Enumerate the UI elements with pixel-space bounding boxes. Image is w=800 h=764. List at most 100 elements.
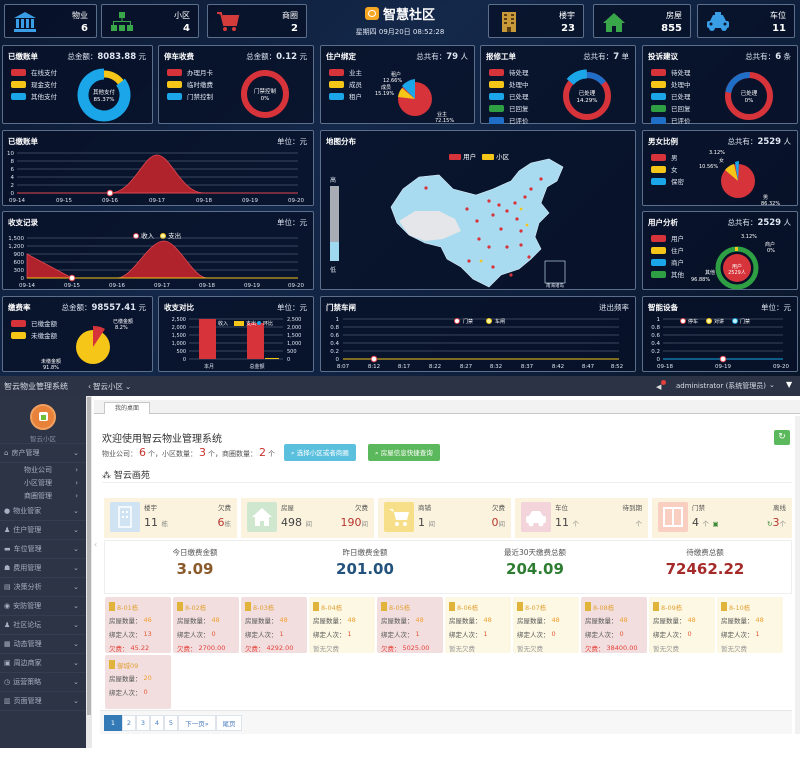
svg-text:15.19%: 15.19% — [375, 91, 394, 97]
sidebar-item-news[interactable]: ▦ 动态管理 ⌄ — [0, 635, 86, 654]
house-icon — [247, 502, 277, 532]
refresh-button[interactable]: ↻ — [774, 430, 790, 445]
stat-card-houses[interactable]: 房屋 498 间 欠费 190间 — [241, 498, 374, 538]
panel-collection-rate: 缴费率 总金额：98557.41 元 已缴金额 未缴金额 已缴金额 8.2% 未… — [2, 296, 153, 372]
building-card[interactable]: 8-10栋 房屋数量： 48 绑定人次： 1 暂无欠费 — [717, 597, 783, 653]
sidebar-item-forum[interactable]: ♟ 社区论坛 ⌄ — [0, 616, 86, 635]
sidebar-item-steward[interactable]: ● 物业管家 ⌄ — [0, 502, 86, 521]
chevron-down-icon: ⌄ — [125, 382, 132, 391]
building-card[interactable]: 8-07栋 房屋数量： 48 绑定人次： 0 暂无欠费 — [513, 597, 579, 653]
stat-card-property[interactable]: 物业 6 — [4, 4, 97, 38]
page-5[interactable]: 5 — [164, 715, 178, 731]
stat-card-building[interactable]: 楼宇 23 — [488, 4, 584, 38]
org-chart-icon — [111, 12, 133, 31]
community-selector[interactable]: ‹ 智云小区 ⌄ — [88, 381, 131, 392]
stat-card-gates[interactable]: 门禁 4 个 ▣ 离线 ↻3个 — [652, 498, 792, 538]
building-card[interactable]: 8-09栋 房屋数量： 48 绑定人次： 0 暂无欠费 — [649, 597, 715, 653]
svg-text:8:52: 8:52 — [611, 364, 623, 370]
shirt-icon[interactable]: ▼ — [786, 380, 793, 389]
stat-card-parking[interactable]: 车位 11 — [697, 4, 795, 38]
sidebar-sub-item-business[interactable]: 商圈管理 › — [24, 491, 78, 500]
building-card[interactable]: 8-03栋 房屋数量： 48 绑定人次： 1 欠费： 4292.00 — [241, 597, 307, 653]
notification-button[interactable]: ◀ — [656, 380, 666, 391]
card-right-label: 欠费 — [492, 504, 505, 512]
legend: 用户 住户 商户 其他 — [651, 232, 684, 280]
visual-map-scale[interactable] — [330, 186, 339, 261]
line-chart: 1 0.8 0.6 0.4 0.2 0 门禁 车闸 8:07 8:12 8:17 8:22 8:27… — [330, 317, 623, 370]
panel-gender-ratio: 男女比例 总共有：2529 人 男 女 保密 3.12% 女 10.56% 男 … — [642, 130, 798, 207]
sidebar-item-operations[interactable]: ◷ 运营策略 ⌄ — [0, 673, 86, 692]
map-legend[interactable]: 用户 小区 — [449, 151, 509, 161]
sidebar-item-parking[interactable]: ▬ 车位管理 ⌄ — [0, 540, 86, 559]
tab-my-desktop[interactable]: 我的桌面 — [104, 402, 151, 414]
svg-text:0: 0 — [336, 357, 340, 363]
building-card[interactable]: 8-04栋 房屋数量： 48 绑定人次： 1 暂无欠费 — [309, 597, 375, 653]
panel-summary: 总金额：0.12 元 — [246, 52, 307, 62]
card-right-label: 欠费 — [218, 504, 231, 512]
main-scrollbar[interactable] — [795, 416, 800, 734]
panel-summary: 总金额：8083.88 元 — [67, 52, 146, 62]
stat-card-parking[interactable]: 车位 11 个 待到期 个 — [515, 498, 648, 538]
card-label: 车位 — [555, 504, 568, 512]
building-card[interactable]: 御城09 房屋数量： 20 绑定人次： 0 — [105, 655, 171, 709]
page-2[interactable]: 2 — [122, 715, 136, 731]
china-map[interactable]: 南海诸岛 — [381, 149, 581, 289]
sidebar-item-merchants[interactable]: ▣ 周边商家 ⌄ — [0, 654, 86, 673]
svg-text:3.12%: 3.12% — [741, 234, 757, 240]
sidebar-sub-item-community[interactable]: 小区管理 › — [24, 478, 78, 487]
stat-card-shops[interactable]: 商铺 1 间 欠费 0间 — [378, 498, 511, 538]
next-page-button[interactable]: 下一页» — [178, 715, 216, 731]
building-card[interactable]: 8-02栋 房屋数量： 48 绑定人次： 0 欠费： 2700.00 — [173, 597, 239, 653]
sidebar-item-fees[interactable]: ☗ 费用管理 ⌄ — [0, 559, 86, 578]
sidebar-scrollbar[interactable] — [86, 396, 92, 748]
collapse-handle[interactable]: ‹ — [94, 540, 98, 549]
page-4[interactable]: 4 — [150, 715, 164, 731]
svg-text:车闸: 车闸 — [495, 318, 505, 325]
stat-card-house[interactable]: 房屋 855 — [593, 4, 691, 38]
svg-text:1,500: 1,500 — [172, 333, 186, 339]
house-query-button[interactable]: ⌕ 房屋信息快捷查询 — [368, 444, 440, 461]
sidebar-item-real-estate[interactable]: ⌂ 房产管理 ⌄ — [0, 444, 86, 463]
avatar[interactable] — [30, 404, 56, 430]
sidebar-item-analysis[interactable]: ▤ 决策分析 ⌄ — [0, 578, 86, 597]
svg-text:1,000: 1,000 — [172, 341, 186, 347]
panel-title: 收支记录 — [8, 218, 38, 227]
avatar-label: 智云小区 — [30, 435, 56, 443]
building-card[interactable]: 8-08栋 房屋数量： 48 绑定人次： 0 欠费： 38400.00 — [581, 597, 647, 653]
sidebar-item-pages[interactable]: ▥ 页面管理 ⌄ — [0, 692, 86, 711]
sitemap-icon: ⁂ — [102, 471, 114, 481]
page-1[interactable]: 1 — [104, 715, 122, 731]
card-label: 楼宇 — [144, 504, 157, 512]
sidebar-item-security[interactable]: ◉ 安防管理 ⌄ — [0, 597, 86, 616]
chevron-down-icon: ⌄ — [73, 449, 79, 457]
house-icon — [603, 13, 625, 32]
stat-card-business[interactable]: 商圈 2 — [207, 4, 307, 38]
legend: 待处理 处理中 已处理 已回复 已评价 — [651, 66, 691, 126]
svg-text:09-15: 09-15 — [56, 198, 72, 204]
last-page-button[interactable]: 尾页 — [216, 715, 242, 731]
card-value: 2 — [291, 23, 298, 34]
legend: 收入 支出 — [133, 230, 181, 240]
building-card[interactable]: 8-01栋 房屋数量： 46 绑定人次： 13 欠费： 45.22 — [105, 597, 171, 653]
building-card[interactable]: 8-05栋 房屋数量： 48 绑定人次： 1 欠费： 5025.00 — [377, 597, 443, 653]
user-plus-icon: ♟ — [4, 621, 11, 629]
legend: 在线支付 现金支付 其他支付 — [11, 66, 57, 102]
svg-text:8:47: 8:47 — [582, 364, 595, 370]
svg-text:0.2: 0.2 — [330, 349, 339, 355]
sidebar-sub-item-company[interactable]: 物业公司 › — [24, 465, 78, 474]
stat-card-community[interactable]: 小区 4 — [101, 4, 199, 38]
svg-text:3.12%: 3.12% — [709, 150, 725, 156]
page-3[interactable]: 3 — [136, 715, 150, 731]
select-community-button[interactable]: ⌕ 选择小区或者商圈 — [284, 444, 356, 461]
panel-title: 收支对比 — [164, 303, 194, 312]
users-icon: ♟ — [4, 526, 11, 534]
svg-text:已处理: 已处理 — [741, 89, 758, 97]
svg-text:0: 0 — [183, 357, 186, 363]
building-card[interactable]: 8-06栋 房屋数量： 48 绑定人次： 1 暂无欠费 — [445, 597, 511, 653]
stat-card-buildings[interactable]: 楼宇 11 栋 欠费 6栋 — [104, 498, 237, 538]
user-menu[interactable]: administrator (系统管理员) ⌄ — [676, 381, 775, 391]
summary-counts: 物业公司： 6 个， 小区数量： 3 个， 商圈数量： 2 个 — [102, 446, 275, 459]
sidebar-item-residents[interactable]: ♟ 住户管理 ⌄ — [0, 521, 86, 540]
svg-text:8: 8 — [11, 159, 15, 165]
card-icon: ▬ — [4, 545, 11, 553]
